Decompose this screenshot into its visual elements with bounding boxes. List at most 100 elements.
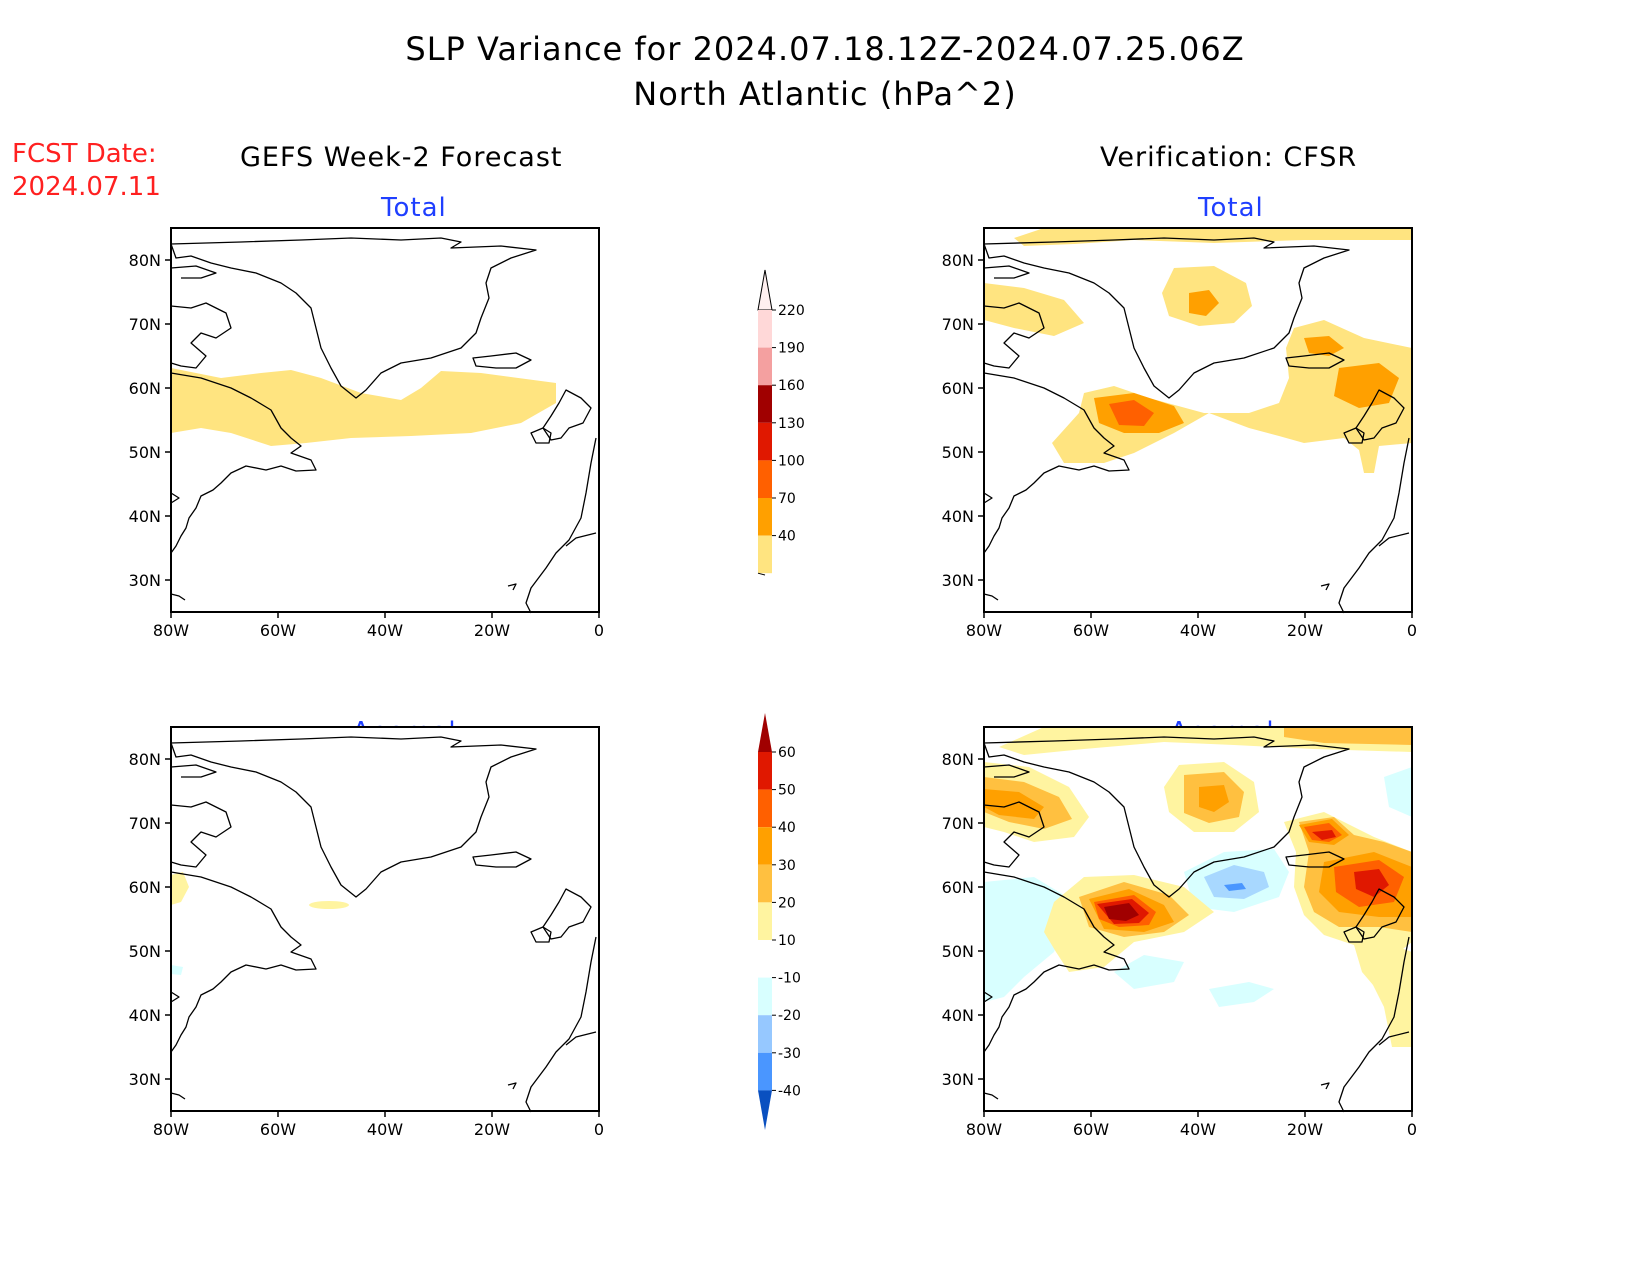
- anomaly-colorbar-label: 10: [778, 933, 796, 949]
- cfsr-total-lon-label: 0: [1407, 621, 1417, 640]
- right-column-header: Verification: CFSR: [1100, 142, 1358, 173]
- cfsr-total-lon-label: 80W: [966, 621, 1002, 640]
- cfsr-total-lon-label: 20W: [1287, 621, 1323, 640]
- gefs-total-lon-label: 40W: [367, 621, 403, 640]
- cfsr-anomaly-lat-label: 50N: [942, 942, 974, 961]
- gefs-anomaly-lon-label: 80W: [153, 1120, 189, 1139]
- cfsr-anomaly-lon-label: 0: [1407, 1120, 1417, 1139]
- total-colorbar-label: 190: [778, 341, 805, 357]
- fcst-date-block: FCST Date: 2024.07.11: [12, 138, 161, 204]
- total-colorbar-label: 100: [778, 453, 805, 469]
- total-colorbar-segment: [758, 385, 772, 423]
- total-colorbar-label: 70: [778, 491, 796, 507]
- gefs-total-lat-label: 40N: [129, 507, 161, 526]
- cfsr-anomaly-lon-label: 40W: [1180, 1120, 1216, 1139]
- cfsr-total-lat-label: 60N: [942, 379, 974, 398]
- cfsr-total-title: Total: [1198, 193, 1264, 223]
- total-colorbar-label: 130: [778, 416, 805, 432]
- total-colorbar-segment: [758, 422, 772, 461]
- gefs-total-lat-label: 70N: [129, 315, 161, 334]
- total-colorbar: 220 190 160 130 100 70 40: [757, 269, 805, 576]
- gefs-anomaly-lon-label: 40W: [367, 1120, 403, 1139]
- anomaly-colorbar-label: 40: [778, 820, 796, 836]
- anomaly-colorbar-label: 30: [778, 858, 796, 874]
- gefs-anomaly-lat-label: 80N: [129, 750, 161, 769]
- total-colorbar-segment: [758, 347, 772, 386]
- cfsr-anomaly-lat-label: 30N: [942, 1070, 974, 1089]
- anomaly-colorbar-segment: [758, 977, 772, 1016]
- cfsr-anomaly-lon-label: 60W: [1073, 1120, 1109, 1139]
- cfsr-total-lat-label: 40N: [942, 507, 974, 526]
- cfsr-anomaly-contours: [984, 727, 1412, 1047]
- anomaly-colorbar-segment: [758, 752, 772, 790]
- anomaly-colorbar-segment: [758, 902, 772, 940]
- gefs-anomaly-lat-label: 70N: [129, 814, 161, 833]
- total-colorbar-label: 160: [778, 378, 805, 394]
- anomaly-colorbar-segment: [758, 789, 772, 828]
- anomaly-colorbar-label: -40: [778, 1083, 801, 1099]
- cfsr-total-lon-label: 60W: [1073, 621, 1109, 640]
- total-colorbar-segment: [758, 535, 772, 574]
- gefs-total-lon-label: 60W: [260, 621, 296, 640]
- gefs-anomaly-lat-label: 30N: [129, 1070, 161, 1089]
- anomaly-colorbar: 60 50 40 30 20 10 -10 -20 -30 -40: [758, 713, 801, 1130]
- cfsr-anomaly-panel: [983, 726, 1413, 1113]
- cfsr-anomaly-lat-label: 40N: [942, 1006, 974, 1025]
- cfsr-total-lat-label: 30N: [942, 571, 974, 590]
- cfsr-total-lat-label: 70N: [942, 315, 974, 334]
- gefs-total-panel: [170, 227, 600, 614]
- cfsr-total-lon-label: 40W: [1180, 621, 1216, 640]
- anomaly-colorbar-segment: [758, 1015, 772, 1053]
- anomaly-colorbar-segment: [758, 1052, 772, 1091]
- gefs-anomaly-panel: [170, 726, 600, 1113]
- anomaly-colorbar-segment: [758, 940, 772, 978]
- cfsr-anomaly-lon-label: 80W: [966, 1120, 1002, 1139]
- total-colorbar-label: 40: [778, 529, 796, 545]
- axis-labels-layer: 80N 70N 60N 50N 40N 30N 80W 60W 40W 20W 0 80N 70N 60N…: [129, 251, 1417, 1139]
- gefs-anomaly-lat-label: 40N: [129, 1006, 161, 1025]
- total-colorbar-top-arrow: [757, 269, 773, 311]
- gefs-total-lon-label: 80W: [153, 621, 189, 640]
- cfsr-anomaly-lon-label: 20W: [1287, 1120, 1323, 1139]
- gefs-anomaly-lon-label: 60W: [260, 1120, 296, 1139]
- gefs-anomaly-contours: [171, 872, 349, 975]
- gefs-total-lat-label: 80N: [129, 251, 161, 270]
- anomaly-colorbar-label: 60: [778, 745, 796, 761]
- anomaly-colorbar-label: -10: [778, 971, 801, 987]
- anomaly-colorbar-label: 50: [778, 783, 796, 799]
- gefs-total-band-40-70: [171, 368, 556, 446]
- left-column-header: GEFS Week-2 Forecast: [240, 142, 563, 173]
- title-line-2: North Atlantic (hPa^2): [633, 75, 1017, 113]
- title-line-1: SLP Variance for 2024.07.18.12Z-2024.07.…: [405, 30, 1245, 68]
- gefs-anomaly-lat-label: 60N: [129, 878, 161, 897]
- cfsr-anomaly-lat-label: 70N: [942, 814, 974, 833]
- gefs-total-lon-label: 20W: [474, 621, 510, 640]
- fcst-label: FCST Date:: [12, 139, 157, 169]
- gefs-total-lat-label: 60N: [129, 379, 161, 398]
- gefs-anomaly-lon-label: 20W: [474, 1120, 510, 1139]
- anomaly-colorbar-bottom-arrow: [758, 1090, 772, 1130]
- cfsr-anomaly-lat-label: 60N: [942, 878, 974, 897]
- total-colorbar-label: 220: [778, 303, 805, 319]
- gefs-total-lat-label: 30N: [129, 571, 161, 590]
- total-colorbar-bottom-arrow: [757, 572, 766, 576]
- total-colorbar-segment: [758, 460, 772, 498]
- anomaly-colorbar-segment: [758, 864, 772, 903]
- cfsr-total-contours: [984, 228, 1412, 473]
- fcst-date: 2024.07.11: [12, 172, 161, 202]
- total-colorbar-segment: [758, 498, 772, 536]
- gefs-total-lat-label: 50N: [129, 443, 161, 462]
- gefs-anomaly-lat-label: 50N: [129, 942, 161, 961]
- anomaly-colorbar-segment: [758, 827, 772, 865]
- gefs-total-title: Total: [381, 193, 447, 223]
- anomaly-colorbar-label: -30: [778, 1046, 801, 1062]
- gefs-anomaly-lon-label: 0: [594, 1120, 604, 1139]
- anomaly-colorbar-label: -20: [778, 1008, 801, 1024]
- cfsr-anomaly-lat-label: 80N: [942, 750, 974, 769]
- anomaly-colorbar-label: 20: [778, 895, 796, 911]
- cfsr-total-lat-label: 50N: [942, 443, 974, 462]
- anomaly-colorbar-top-arrow: [758, 713, 772, 752]
- gefs-anomaly-map-bg: [171, 727, 599, 1111]
- total-colorbar-segment: [758, 310, 772, 348]
